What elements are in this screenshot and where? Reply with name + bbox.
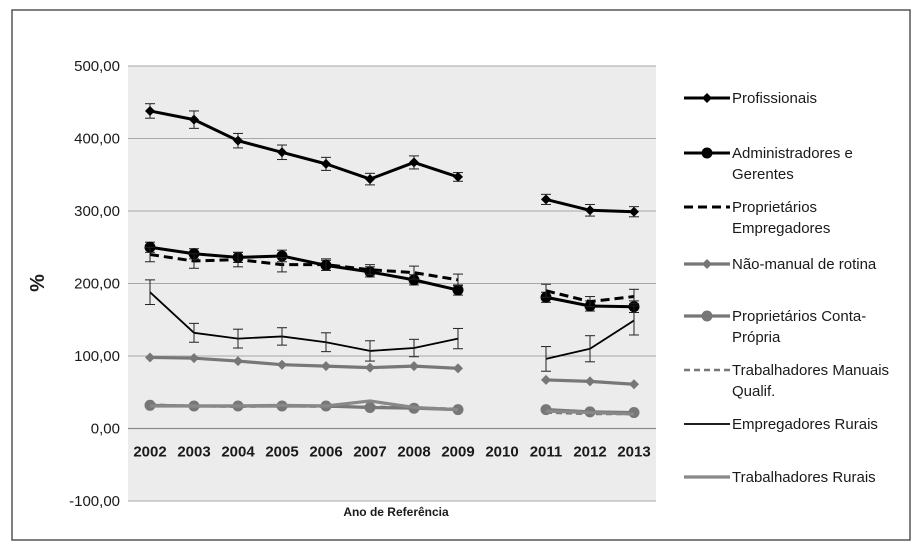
y-tick-label: 0,00 [91, 421, 120, 438]
legend-point [702, 311, 713, 322]
x-tick-label: 2007 [353, 444, 386, 461]
x-tick-label: 2008 [397, 444, 430, 461]
x-tick-label: 2013 [617, 444, 650, 461]
y-tick-label: 100,00 [74, 348, 120, 365]
x-tick-label: 2002 [133, 444, 166, 461]
x-tick-label: 2010 [485, 444, 518, 461]
legend-label: Própria [732, 329, 781, 346]
y-tick-label: 300,00 [74, 203, 120, 220]
x-tick-label: 2011 [530, 444, 563, 461]
x-tick-label: 2005 [265, 444, 298, 461]
legend-label: Empregadores [732, 220, 830, 237]
legend-label: Profissionais [732, 90, 817, 107]
legend-label: Administradores e [732, 145, 853, 162]
legend-label: Proprietários Conta- [732, 308, 866, 325]
x-tick-label: 2012 [573, 444, 606, 461]
y-tick-label: 200,00 [74, 276, 120, 293]
y-axis-label: % [27, 274, 49, 292]
legend-label: Empregadores Rurais [732, 416, 878, 433]
x-tick-label: 2004 [221, 444, 255, 461]
legend-label: Trabalhadores Rurais [732, 469, 876, 486]
y-tick-label: -100,00 [69, 493, 120, 510]
legend-label: Qualif. [732, 383, 775, 400]
x-tick-label: 2009 [441, 444, 474, 461]
legend-label: Proprietários [732, 199, 817, 216]
legend-point [702, 148, 713, 159]
legend-label: Trabalhadores Manuais [732, 362, 889, 379]
x-tick-label: 2006 [309, 444, 342, 461]
x-axis-label: Ano de Referência [343, 505, 449, 519]
y-tick-label: 400,00 [74, 131, 120, 148]
x-tick-label: 2003 [177, 444, 210, 461]
y-tick-label: 500,00 [74, 58, 120, 75]
legend-label: Gerentes [732, 166, 794, 183]
legend-label: Não-manual de rotina [732, 256, 877, 273]
